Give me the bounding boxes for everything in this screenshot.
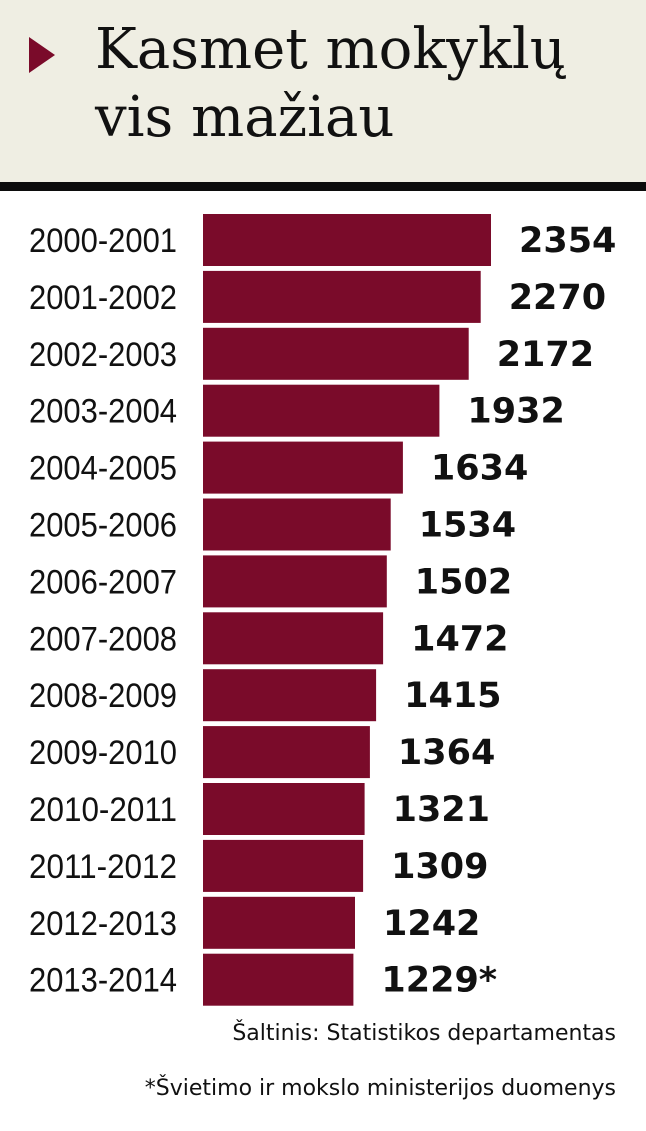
bar-2011-2012 xyxy=(203,839,364,892)
value-label-2013-2014: 1229* xyxy=(381,961,497,1001)
bar-2000-2001 xyxy=(203,214,491,266)
category-label-2010-2011: 2010-2011 xyxy=(29,791,177,829)
bar-2008-2009 xyxy=(203,669,377,722)
category-label-2012-2013: 2012-2013 xyxy=(29,905,177,943)
bar-2004-2005 xyxy=(203,441,403,494)
value-label-2004-2005: 1634 xyxy=(431,449,528,489)
category-label-2013-2014: 2013-2014 xyxy=(29,962,177,1000)
category-label-2011-2012: 2011-2012 xyxy=(29,848,177,886)
bar-2010-2011 xyxy=(203,783,365,835)
value-label-2003-2004: 1932 xyxy=(467,392,564,432)
bar-2012-2013 xyxy=(203,896,355,949)
value-label-2010-2011: 1321 xyxy=(393,790,490,830)
bar-2001-2002 xyxy=(203,270,481,323)
bar-2006-2007 xyxy=(203,555,387,608)
title-header: Kasmet mokyklų vis mažiau xyxy=(0,0,646,182)
category-label-2003-2004: 2003-2004 xyxy=(29,393,177,431)
bar-2007-2008 xyxy=(203,612,384,665)
triangle-right-icon xyxy=(29,37,55,73)
value-label-2001-2002: 2270 xyxy=(509,278,606,318)
footnote: *Švietimo ir mokslo ministerijos duomeny… xyxy=(144,1076,616,1101)
category-label-2006-2007: 2006-2007 xyxy=(29,563,177,601)
bar-2013-2014 xyxy=(203,953,354,1006)
category-label-2008-2009: 2008-2009 xyxy=(29,677,177,715)
value-label-2000-2001: 2354 xyxy=(519,221,616,261)
category-label-2007-2008: 2007-2008 xyxy=(29,620,177,658)
chart-title: Kasmet mokyklų vis mažiau xyxy=(95,17,566,150)
category-label-2000-2001: 2000-2001 xyxy=(29,222,177,260)
category-label-2009-2010: 2009-2010 xyxy=(29,734,177,772)
category-label-2005-2006: 2005-2006 xyxy=(29,507,177,545)
value-label-2006-2007: 1502 xyxy=(415,562,512,602)
category-label-2002-2003: 2002-2003 xyxy=(29,336,177,374)
value-label-2011-2012: 1309 xyxy=(391,847,488,887)
category-label-2004-2005: 2004-2005 xyxy=(29,450,177,488)
value-label-2005-2006: 1534 xyxy=(419,506,516,546)
header-divider xyxy=(0,182,646,191)
category-label-2001-2002: 2001-2002 xyxy=(29,279,177,317)
value-label-2008-2009: 1415 xyxy=(404,676,501,716)
bar-2009-2010 xyxy=(203,726,370,779)
bar-2003-2004 xyxy=(203,384,440,437)
source-note: Šaltinis: Statistikos departamentas xyxy=(232,1021,616,1046)
value-label-2009-2010: 1364 xyxy=(398,733,495,773)
value-label-2012-2013: 1242 xyxy=(383,904,480,944)
value-label-2007-2008: 1472 xyxy=(411,619,508,659)
bar-2005-2006 xyxy=(203,498,391,551)
value-label-2002-2003: 2172 xyxy=(497,335,594,375)
bar-2002-2003 xyxy=(203,327,469,380)
